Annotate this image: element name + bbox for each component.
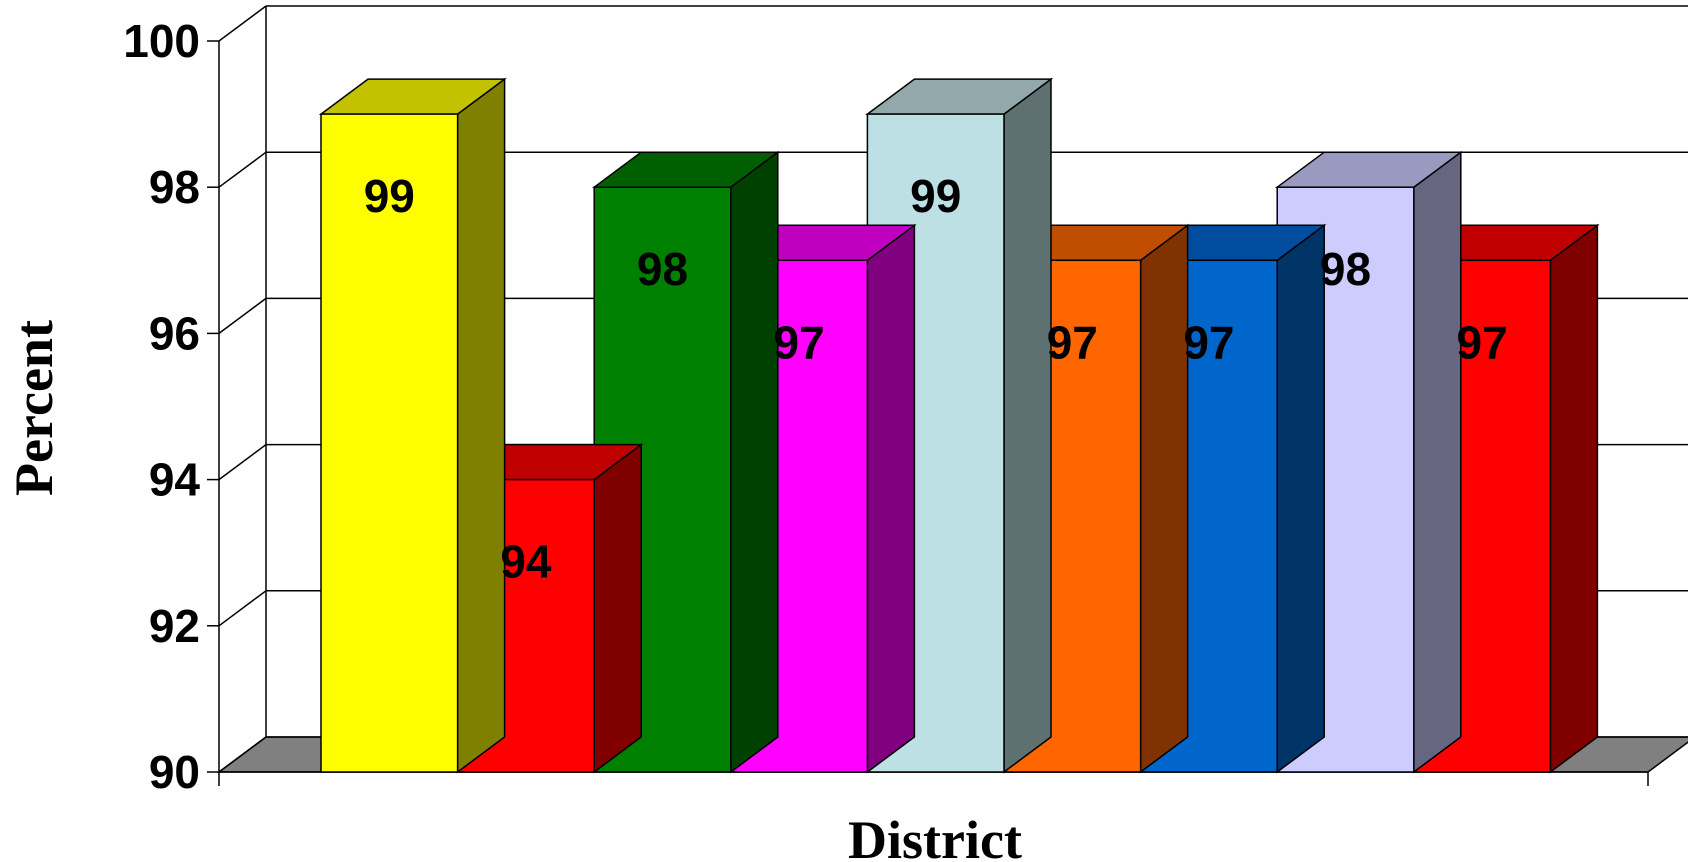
bar-side	[1413, 150, 1462, 774]
y-tick-label: 90	[149, 746, 200, 798]
data-labels: 99 94 98 97 99 97 97 98 97	[364, 170, 1508, 587]
bar-side	[866, 223, 916, 774]
side-wall-gridline	[218, 736, 267, 773]
bar-side	[1139, 223, 1189, 774]
y-tick-label: 94	[149, 454, 201, 506]
bar-side	[1549, 223, 1599, 774]
side-wall-gridline	[218, 5, 267, 42]
bar-side	[1276, 223, 1325, 774]
y-tick-label: 98	[149, 161, 200, 213]
bar-side	[593, 443, 642, 774]
side-wall-gridline	[218, 443, 267, 481]
y-tick-label: 92	[149, 600, 200, 652]
bar	[318, 77, 507, 774]
bar-side	[1003, 77, 1052, 774]
side-wall-gridline	[218, 297, 267, 335]
data-label: 99	[364, 170, 415, 222]
data-label: 97	[1047, 316, 1098, 368]
data-label: 94	[500, 536, 552, 588]
y-axis-title: Percent	[4, 320, 64, 496]
bar-side	[456, 77, 506, 774]
y-tick-label: 96	[149, 307, 200, 359]
x-axis-title: District	[848, 810, 1022, 862]
data-label: 99	[910, 170, 961, 222]
data-label: 97	[1457, 316, 1508, 368]
data-label: 98	[1320, 243, 1371, 295]
bar-front	[320, 113, 459, 773]
data-label: 97	[1183, 316, 1234, 368]
bar-side	[730, 150, 779, 774]
side-wall-gridline	[218, 590, 267, 627]
data-label: 97	[774, 316, 825, 368]
bars	[318, 77, 1600, 774]
side-wall-gridline	[218, 151, 267, 188]
data-label: 98	[637, 243, 688, 295]
y-tick-label: 100	[123, 15, 200, 67]
